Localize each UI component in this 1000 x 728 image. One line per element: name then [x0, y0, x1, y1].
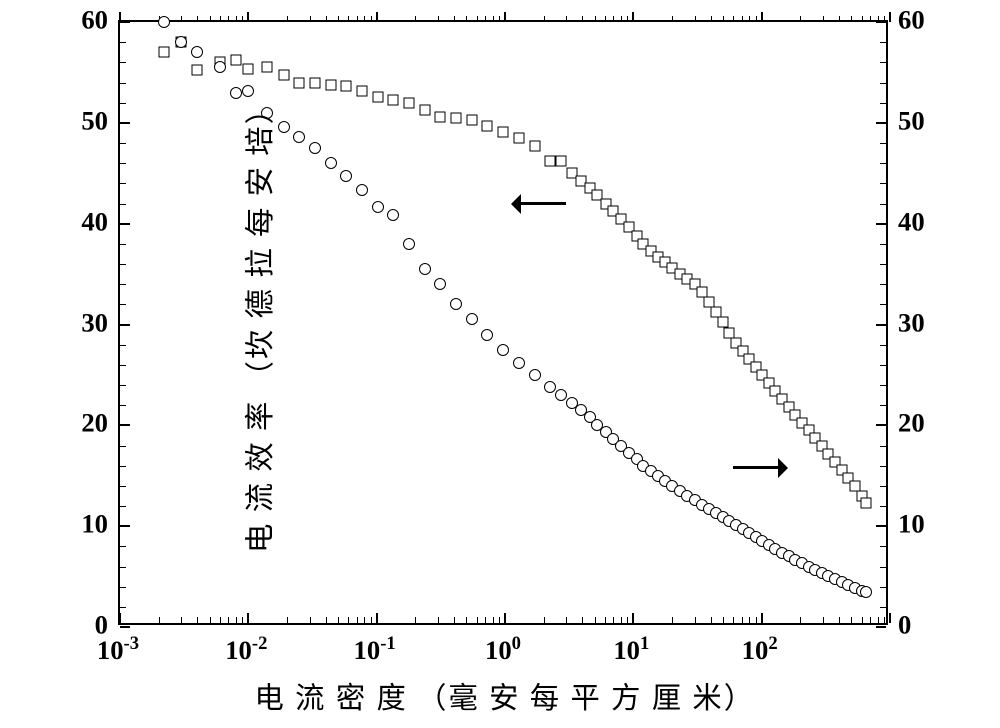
marker-power-efficiency	[387, 209, 399, 221]
marker-current-efficiency	[860, 497, 871, 508]
marker-current-efficiency	[158, 47, 169, 58]
series-container	[120, 22, 886, 623]
marker-current-efficiency	[388, 94, 399, 105]
y-right-tick-label: 30	[898, 307, 925, 338]
marker-current-efficiency	[435, 111, 446, 122]
marker-power-efficiency	[175, 36, 187, 48]
marker-current-efficiency	[309, 77, 320, 88]
y-left-tick-label: 30	[81, 307, 108, 338]
marker-current-efficiency	[294, 77, 305, 88]
marker-power-efficiency	[158, 16, 170, 28]
marker-current-efficiency	[325, 79, 336, 90]
marker-power-efficiency	[450, 298, 462, 310]
marker-power-efficiency	[293, 131, 305, 143]
marker-power-efficiency	[544, 381, 556, 393]
marker-power-efficiency	[434, 278, 446, 290]
marker-current-efficiency	[451, 112, 462, 123]
marker-current-efficiency	[230, 55, 241, 66]
y-right-tick-label: 40	[898, 206, 925, 237]
marker-power-efficiency	[356, 184, 368, 196]
marker-current-efficiency	[404, 97, 415, 108]
marker-power-efficiency	[466, 313, 478, 325]
marker-power-efficiency	[481, 329, 493, 341]
marker-power-efficiency	[214, 61, 226, 73]
x-tick-label: 10-2	[225, 633, 267, 666]
marker-power-efficiency	[529, 369, 541, 381]
marker-current-efficiency	[372, 91, 383, 102]
marker-current-efficiency	[341, 80, 352, 91]
marker-power-efficiency	[860, 586, 872, 598]
marker-power-efficiency	[403, 238, 415, 250]
marker-current-efficiency	[262, 62, 273, 73]
y-left-tick-label: 0	[95, 610, 108, 641]
marker-current-efficiency	[466, 114, 477, 125]
y-left-axis-label: 电 流 效 率 （坎 德 拉 每 安 培）	[237, 93, 279, 553]
marker-current-efficiency	[513, 132, 524, 143]
y-left-tick-label: 20	[81, 408, 108, 439]
marker-power-efficiency	[419, 263, 431, 275]
y-right-tick-label: 10	[898, 509, 925, 540]
marker-current-efficiency	[498, 126, 509, 137]
x-tick-label: 102	[742, 633, 778, 666]
marker-power-efficiency	[372, 201, 384, 213]
y-left-tick-label: 50	[81, 105, 108, 136]
marker-current-efficiency	[357, 85, 368, 96]
marker-current-efficiency	[545, 156, 556, 167]
y-right-tick-label: 20	[898, 408, 925, 439]
marker-current-efficiency	[419, 104, 430, 115]
y-right-tick-label: 60	[898, 5, 925, 36]
x-tick-label: 101	[613, 633, 649, 666]
marker-power-efficiency	[191, 46, 203, 58]
marker-power-efficiency	[325, 157, 337, 169]
marker-power-efficiency	[340, 170, 352, 182]
x-axis-label: 电 流 密 度 （毫 安 每 平 方 厘 米）	[255, 675, 752, 717]
marker-current-efficiency	[529, 141, 540, 152]
y-left-tick-label: 60	[81, 5, 108, 36]
marker-current-efficiency	[243, 64, 254, 75]
marker-current-efficiency	[482, 120, 493, 131]
marker-power-efficiency	[278, 121, 290, 133]
y-left-tick-label: 40	[81, 206, 108, 237]
y-left-tick-label: 10	[81, 509, 108, 540]
y-right-tick-label: 50	[898, 105, 925, 136]
marker-current-efficiency	[192, 65, 203, 76]
marker-power-efficiency	[497, 344, 509, 356]
figure: 10-310-210-1100101102 0102030405060 0102…	[0, 0, 1000, 728]
marker-power-efficiency	[309, 142, 321, 154]
marker-current-efficiency	[279, 70, 290, 81]
plot-area	[118, 20, 888, 625]
y-right-tick-label: 0	[898, 610, 911, 641]
x-tick-label: 100	[485, 633, 521, 666]
marker-current-efficiency	[556, 156, 567, 167]
marker-power-efficiency	[513, 357, 525, 369]
x-tick-label: 10-1	[354, 633, 396, 666]
